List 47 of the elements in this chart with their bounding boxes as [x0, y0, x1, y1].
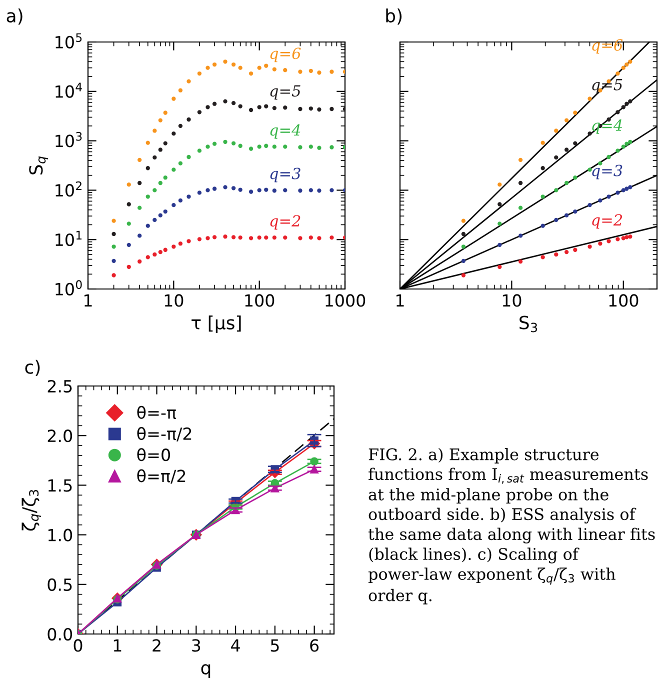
y-tick-label: 2.5 — [48, 380, 72, 393]
series-label: q=3 — [270, 168, 300, 182]
x-tick-label: 5 — [270, 639, 279, 652]
series-label: q=2 — [270, 215, 300, 230]
series-label: q=3 — [592, 164, 622, 180]
y-tick-label: 0.0 — [48, 628, 72, 641]
legend-label: θ=-π — [137, 406, 176, 419]
y-tick-label: 1.0 — [48, 528, 72, 542]
x-tick-label: 1 — [396, 294, 404, 307]
y-tick-label: 2.0 — [48, 430, 72, 442]
y-tick-label: 1.5 — [48, 479, 72, 492]
chart-title: c) — [25, 360, 40, 376]
x-tick-label: 10 — [502, 294, 522, 307]
chart-title: a) — [6, 8, 22, 25]
x-tick-label: 1 — [84, 294, 92, 307]
y-tick-label: 10$^{0}$ — [56, 280, 82, 296]
text: FIG. 2. a) Example structure functions from I$_{i,sat}$ measurements at the mid-plane probe on the outboard side. b) ESS analysis of the same data along with linear fits (black lines). c) Scaling of power-law exponent ζ$_{q}$/ζ$_{3}$ with order q. — [368, 448, 655, 604]
legend-label: θ=π/2 — [137, 469, 186, 484]
y-tick-label: 0.5 — [48, 578, 72, 591]
legend-label: θ=-π/2 — [137, 427, 192, 442]
x-tick-label: 6 — [310, 639, 319, 652]
x-tick-label: 4 — [231, 639, 240, 652]
y-axis-title: ζ$_{q}$/ζ$_{3}$ — [22, 490, 42, 531]
chart-title: b) — [386, 8, 402, 25]
x-tick-label: 100 — [609, 294, 638, 307]
x-axis-title: q — [201, 664, 210, 678]
series-label: q=6 — [592, 39, 623, 54]
x-tick-label: 0 — [74, 639, 82, 652]
y-tick-label: 10$^{5}$ — [56, 33, 82, 48]
x-tick-label: 2 — [152, 639, 160, 652]
y-tick-label: 10$^{1}$ — [56, 230, 82, 246]
x-tick-label: 1 — [114, 639, 122, 652]
x-tick-label: 1000 — [326, 294, 366, 307]
y-axis-title: S$_{q}$ — [29, 156, 48, 174]
y-tick-label: 10$^{4}$ — [56, 82, 82, 98]
legend-label: θ=0 — [137, 448, 170, 462]
x-tick-label: 10 — [164, 294, 184, 307]
y-tick-label: 10$^{3}$ — [56, 132, 82, 148]
series-label: q=6 — [270, 48, 301, 62]
x-tick-label: 3 — [192, 639, 200, 652]
x-axis-title: S$_{3}$ — [520, 316, 538, 332]
x-axis-title: τ [μs] — [192, 316, 241, 334]
series-label: q=4 — [270, 124, 300, 139]
y-tick-label: 10$^{2}$ — [56, 181, 82, 197]
x-tick-label: 100 — [245, 294, 274, 307]
series-label: q=5 — [270, 85, 300, 100]
series-label: q=2 — [592, 214, 622, 229]
